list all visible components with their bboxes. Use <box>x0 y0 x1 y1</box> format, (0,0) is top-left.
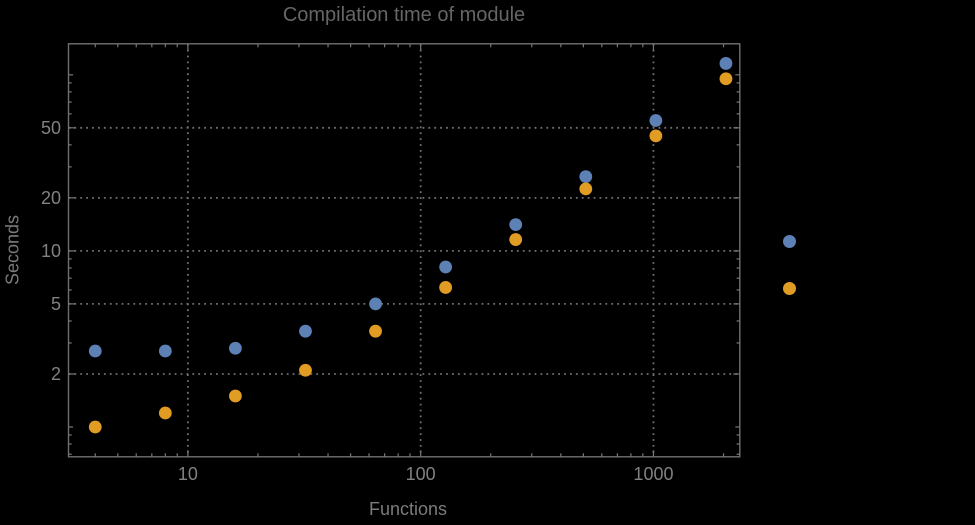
data-point-orange-x4 <box>88 420 102 434</box>
y-tick-label-5: 5 <box>50 293 61 314</box>
data-point-orange-x16 <box>229 389 242 403</box>
y-tick-label-2: 2 <box>50 363 61 384</box>
y-tick-label-20: 20 <box>40 187 61 208</box>
x-axis-label: Functions <box>368 499 448 519</box>
data-point-orange-x2048 <box>719 72 733 86</box>
data-point-orange-x128 <box>439 281 453 294</box>
data-point-blue-x2048 <box>719 57 733 70</box>
data-point-orange-x64 <box>369 324 382 338</box>
data-point-blue-x16 <box>229 341 242 355</box>
chart-title: Compilation time of module <box>282 4 526 26</box>
data-point-orange-x8 <box>158 406 172 420</box>
x-tick-label-10: 10 <box>177 464 198 484</box>
data-point-orange-x32 <box>299 363 312 377</box>
y-tick-label-10: 10 <box>40 240 61 261</box>
data-point-orange-x1024 <box>649 129 663 143</box>
y-tick-label-50: 50 <box>40 117 61 138</box>
data-point-blue-x128 <box>439 260 453 274</box>
data-point-orange-x512 <box>579 182 593 196</box>
data-point-blue-x512 <box>579 170 593 184</box>
data-point-blue-x8 <box>158 344 172 358</box>
data-point-blue-x1024 <box>649 114 663 127</box>
data-point-blue-x32 <box>299 324 312 338</box>
data-point-blue-x64 <box>369 297 382 311</box>
data-point-blue-x4 <box>88 344 102 358</box>
legend-marker-blue <box>783 234 796 248</box>
x-tick-label-1000: 1000 <box>633 464 674 484</box>
data-point-blue-x256 <box>509 218 523 232</box>
data-point-orange-x256 <box>509 233 523 246</box>
legend-marker-orange <box>783 281 796 295</box>
x-tick-label-100: 100 <box>405 464 436 484</box>
